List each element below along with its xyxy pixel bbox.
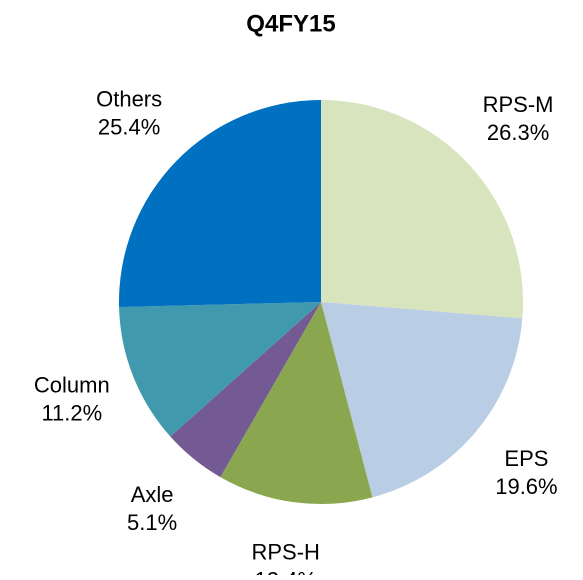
slice-label: EPS xyxy=(504,446,548,471)
pie-slice xyxy=(119,302,321,437)
slice-value-label: 12.4% xyxy=(255,567,317,575)
slice-value-label: 5.1% xyxy=(127,510,177,535)
pie-slice xyxy=(321,302,523,498)
slice-label: Axle xyxy=(131,482,174,507)
slice-label: RPS-H xyxy=(252,539,320,564)
slice-value-label: 26.3% xyxy=(487,120,549,145)
slice-value-label: 11.2% xyxy=(41,400,102,425)
pie-slice xyxy=(220,302,373,504)
slice-label: RPS-M xyxy=(483,92,554,117)
pie-slice xyxy=(170,302,321,478)
pie-slice xyxy=(119,100,321,308)
slice-label: Column xyxy=(34,372,110,397)
chart-title: Q4FY15 xyxy=(246,10,335,37)
slice-value-label: 25.4% xyxy=(98,115,160,140)
slice-value-label: 19.6% xyxy=(495,474,557,499)
pie-slice xyxy=(321,100,523,319)
slice-label: Others xyxy=(96,87,162,112)
